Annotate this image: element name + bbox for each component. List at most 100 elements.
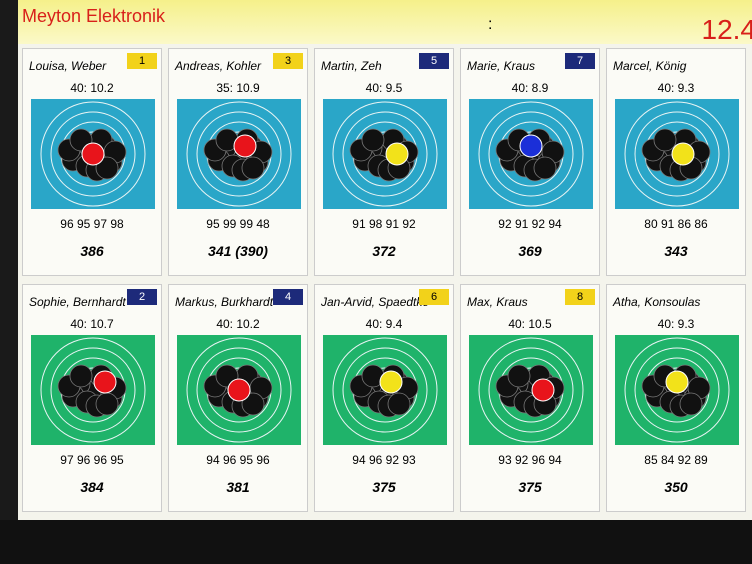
shooter-name: Atha, Konsoulas — [613, 295, 701, 309]
total-score: 343 — [664, 243, 688, 259]
shot-hole — [241, 156, 265, 180]
score-card: Max, Kraus 8 40: 10.5 93 92 96 94 375 — [460, 284, 600, 512]
target — [31, 335, 155, 445]
ring — [40, 101, 146, 207]
lane-badge: 5 — [419, 53, 449, 69]
lane-badge: 4 — [273, 289, 303, 305]
shooter-name: Sophie, Bernhardt — [29, 295, 126, 309]
score-card: Marie, Kraus 7 40: 8.9 92 91 92 94 369 — [460, 48, 600, 276]
ring — [488, 347, 574, 433]
shot-hole — [533, 156, 557, 180]
last-shot: 40: 9.3 — [657, 81, 695, 95]
brand: Meyton Elektronik — [22, 6, 166, 26]
lane-badge: 3 — [273, 53, 303, 69]
lane-badge: 6 — [419, 289, 449, 305]
last-shot: 40: 9.3 — [657, 317, 695, 331]
target — [177, 99, 301, 209]
last-shot-hole — [93, 370, 117, 394]
score-card: Andreas, Kohler 3 35: 10.9 95 99 99 48 341 (… — [168, 48, 308, 276]
last-shot-hole — [531, 378, 555, 402]
ring — [478, 101, 584, 207]
last-shot: 40: 9.4 — [365, 317, 403, 331]
clock: 12.4 — [701, 14, 752, 45]
ring — [634, 347, 720, 433]
score-card: Sophie, Bernhardt 2 40: 10.7 97 96 96 95 384 — [22, 284, 162, 512]
ring — [478, 337, 584, 443]
series-scores: 80 91 86 86 — [644, 217, 708, 231]
total-score: 386 — [80, 243, 104, 259]
ring — [50, 347, 136, 433]
score-card: Marcel, König 40: 9.3 80 91 86 86 343 — [606, 48, 746, 276]
shot-hole — [679, 392, 703, 416]
ring — [186, 101, 292, 207]
last-shot: 40: 10.2 — [70, 81, 114, 95]
ring — [196, 111, 282, 197]
shooter-name: Marcel, König — [613, 59, 687, 73]
total-score: 369 — [518, 243, 542, 259]
last-shot-hole — [519, 134, 543, 158]
screen: Meyton Elektronik : 12.4 Louisa, Weber 1 4… — [18, 0, 752, 520]
last-shot-hole — [81, 142, 105, 166]
series-scores: 94 96 95 96 — [206, 453, 270, 467]
target — [615, 335, 739, 445]
series-scores: 97 96 96 95 — [60, 453, 124, 467]
series-scores: 95 99 99 48 — [206, 217, 270, 231]
series-scores: 96 95 97 98 — [60, 217, 124, 231]
last-shot-hole — [665, 370, 689, 394]
ring — [634, 111, 720, 197]
score-card: Jan-Arvid, Spaedtke 6 40: 9.4 94 96 92 93 37… — [314, 284, 454, 512]
last-shot: 40: 10.7 — [70, 317, 114, 331]
last-shot-hole — [227, 378, 251, 402]
target — [469, 335, 593, 445]
target — [615, 99, 739, 209]
series-scores: 91 98 91 92 — [352, 217, 416, 231]
series-scores: 85 84 92 89 — [644, 453, 708, 467]
last-shot-hole — [385, 142, 409, 166]
last-shot: 40: 10.5 — [508, 317, 552, 331]
last-shot-hole — [233, 134, 257, 158]
total-score: 372 — [372, 243, 396, 259]
target — [323, 99, 447, 209]
ring — [50, 111, 136, 197]
tv-bezel — [0, 520, 752, 564]
total-score: 341 (390) — [208, 243, 268, 259]
header: Meyton Elektronik : 12.4 — [18, 0, 752, 45]
total-score: 350 — [664, 479, 688, 495]
total-score: 384 — [80, 479, 104, 495]
total-score: 375 — [518, 479, 542, 495]
ring — [624, 337, 730, 443]
ring — [342, 111, 428, 197]
shooter-name: Andreas, Kohler — [175, 59, 262, 73]
lane-badge: 1 — [127, 53, 157, 69]
target — [177, 335, 301, 445]
last-shot-hole — [671, 142, 695, 166]
lane-badge: 2 — [127, 289, 157, 305]
shot-hole — [507, 364, 531, 388]
last-shot: 40: 10.2 — [216, 317, 260, 331]
shooter-name: Jan-Arvid, Spaedtke — [321, 295, 430, 309]
shot-hole — [653, 128, 677, 152]
score-card: Atha, Konsoulas 40: 9.3 85 84 92 89 350 — [606, 284, 746, 512]
ring — [624, 101, 730, 207]
ring — [332, 337, 438, 443]
shooter-name: Markus, Burkhardt — [175, 295, 274, 309]
score-card: Louisa, Weber 1 40: 10.2 96 95 97 98 386 — [22, 48, 162, 276]
shot-hole — [95, 392, 119, 416]
shot-hole — [387, 392, 411, 416]
series-scores: 93 92 96 94 — [498, 453, 562, 467]
total-score: 375 — [372, 479, 396, 495]
series-scores: 92 91 92 94 — [498, 217, 562, 231]
lane-badge: 8 — [565, 289, 595, 305]
shot-hole — [95, 156, 119, 180]
shooter-name: Max, Kraus — [467, 295, 528, 309]
target — [469, 99, 593, 209]
shooter-name: Martin, Zeh — [321, 59, 382, 73]
shot-hole — [241, 392, 265, 416]
last-shot: 35: 10.9 — [216, 81, 260, 95]
target — [323, 335, 447, 445]
ring — [196, 347, 282, 433]
last-shot: 40: 9.5 — [365, 81, 403, 95]
last-shot-hole — [379, 370, 403, 394]
ring — [342, 347, 428, 433]
